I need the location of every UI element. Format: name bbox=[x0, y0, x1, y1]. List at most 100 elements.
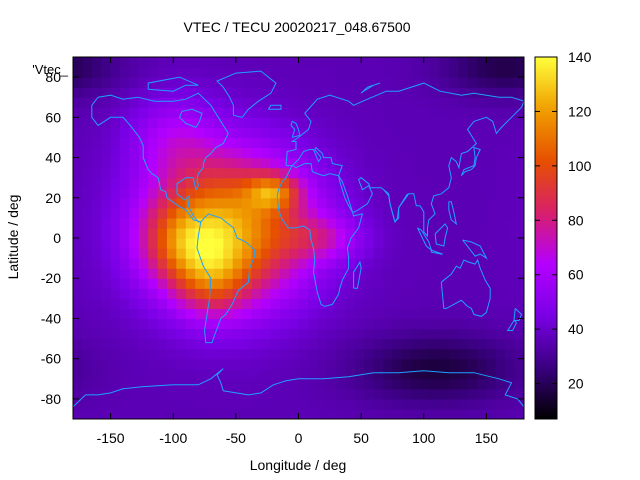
heatmap-cell bbox=[138, 408, 149, 419]
heatmap-cell bbox=[73, 268, 83, 279]
heatmap-cell bbox=[317, 77, 328, 88]
heatmap-cell bbox=[383, 207, 394, 219]
heatmap-cell bbox=[260, 348, 271, 360]
coastline-hudson-bay bbox=[179, 108, 203, 129]
y-tick-label: -60 bbox=[41, 351, 61, 367]
heatmap-cell bbox=[317, 167, 328, 179]
heatmap-cell bbox=[279, 318, 290, 330]
heatmap-cell bbox=[82, 358, 93, 370]
heatmap-cell bbox=[213, 207, 224, 219]
heatmap-cell bbox=[119, 358, 130, 370]
heatmap-cell bbox=[270, 127, 281, 139]
heatmap-cell bbox=[129, 127, 140, 139]
heatmap-cell bbox=[110, 288, 121, 299]
heatmap-cell bbox=[204, 187, 215, 199]
heatmap-cell bbox=[101, 77, 112, 88]
heatmap-cell bbox=[514, 67, 524, 78]
heatmap-cell bbox=[204, 238, 215, 249]
heatmap-cell bbox=[448, 278, 459, 289]
heatmap-cell bbox=[411, 57, 422, 68]
heatmap-cell bbox=[232, 127, 243, 139]
heatmap-cell bbox=[176, 388, 187, 400]
heatmap-cell bbox=[91, 408, 102, 419]
heatmap-cell bbox=[176, 398, 187, 410]
heatmap-cell bbox=[467, 217, 478, 229]
heatmap-cell bbox=[345, 167, 356, 179]
heatmap-cell bbox=[73, 378, 83, 390]
heatmap-cell bbox=[448, 388, 459, 400]
heatmap-cell bbox=[430, 187, 441, 199]
heatmap-cell bbox=[185, 388, 196, 400]
heatmap-cell bbox=[204, 197, 215, 209]
heatmap-cell bbox=[505, 298, 516, 309]
heatmap-cell bbox=[307, 187, 318, 199]
heatmap-cell bbox=[101, 348, 112, 360]
heatmap-cell bbox=[458, 57, 469, 68]
heatmap-cell bbox=[232, 137, 243, 149]
heatmap-cell bbox=[148, 117, 159, 128]
heatmap-cell bbox=[477, 217, 488, 229]
heatmap-cell bbox=[232, 77, 243, 88]
heatmap-cell bbox=[138, 147, 149, 159]
heatmap-cell bbox=[439, 388, 450, 400]
heatmap-cell bbox=[279, 328, 290, 340]
heatmap-cell bbox=[373, 408, 384, 419]
heatmap-cell bbox=[430, 127, 441, 139]
heatmap-cell bbox=[354, 288, 365, 299]
heatmap-cell bbox=[213, 258, 224, 269]
y-tick-label: 60 bbox=[45, 109, 61, 125]
heatmap-cell bbox=[91, 77, 102, 88]
heatmap-cell bbox=[495, 147, 506, 159]
heatmap-cell bbox=[82, 177, 93, 189]
heatmap-cell bbox=[91, 378, 102, 390]
heatmap-cell bbox=[364, 57, 375, 68]
heatmap-cell bbox=[185, 238, 196, 249]
heatmap-cell bbox=[223, 97, 234, 108]
heatmap-cell bbox=[195, 288, 206, 299]
heatmap-cell bbox=[439, 127, 450, 139]
heatmap-cell bbox=[289, 97, 300, 108]
heatmap-cell bbox=[195, 97, 206, 108]
heatmap-cell bbox=[392, 117, 403, 128]
heatmap-cell bbox=[439, 77, 450, 88]
heatmap-cell bbox=[213, 378, 224, 390]
heatmap-cell bbox=[270, 258, 281, 269]
heatmap-cell bbox=[91, 187, 102, 199]
heatmap-cell bbox=[298, 77, 309, 88]
heatmap-cell bbox=[213, 57, 224, 68]
heatmap-cell bbox=[270, 227, 281, 239]
heatmap-cell bbox=[157, 278, 168, 289]
heatmap-cell bbox=[166, 217, 177, 229]
coastline-north-america bbox=[91, 92, 229, 223]
heatmap-cell bbox=[251, 248, 262, 259]
heatmap-cell bbox=[166, 147, 177, 159]
heatmap-cell bbox=[223, 197, 234, 209]
heatmap-cell bbox=[439, 107, 450, 118]
heatmap-cell bbox=[383, 117, 394, 128]
heatmap-cell bbox=[458, 137, 469, 149]
heatmap-cell bbox=[138, 197, 149, 209]
heatmap-cell bbox=[448, 107, 459, 118]
heatmap-cell bbox=[279, 238, 290, 249]
heatmap-cell bbox=[467, 378, 478, 390]
heatmap-cell bbox=[458, 348, 469, 360]
x-tick-label: -100 bbox=[159, 430, 187, 446]
heatmap-cell bbox=[101, 97, 112, 108]
heatmap-cell bbox=[317, 268, 328, 279]
heatmap-cell bbox=[383, 408, 394, 419]
heatmap-cell bbox=[514, 227, 524, 239]
heatmap-cell bbox=[467, 308, 478, 320]
heatmap-cell bbox=[148, 338, 159, 350]
heatmap-cell bbox=[270, 288, 281, 299]
heatmap-cell bbox=[185, 67, 196, 78]
heatmap-cell bbox=[495, 238, 506, 249]
heatmap-cell bbox=[345, 137, 356, 149]
heatmap-cell bbox=[232, 398, 243, 410]
heatmap-cell bbox=[420, 167, 431, 179]
heatmap-cell bbox=[458, 398, 469, 410]
heatmap-cell bbox=[477, 207, 488, 219]
heatmap-cell bbox=[232, 207, 243, 219]
heatmap-cell bbox=[195, 117, 206, 128]
heatmap-cell bbox=[364, 408, 375, 419]
heatmap-cell bbox=[242, 378, 253, 390]
